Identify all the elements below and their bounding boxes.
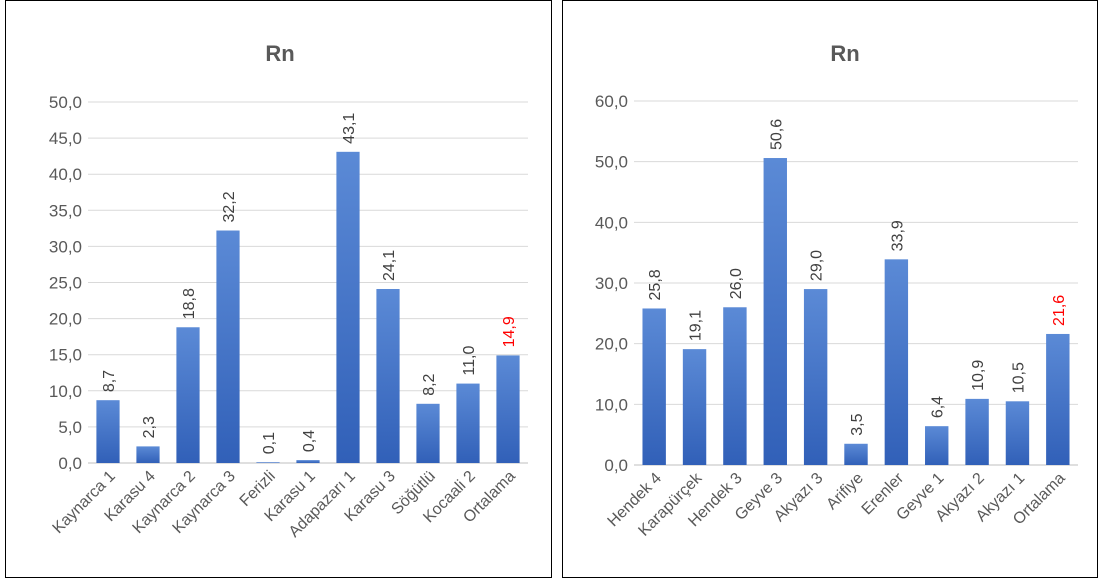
data-label: 0,1: [261, 432, 278, 454]
bar: [965, 398, 989, 465]
data-label: 8,7: [101, 370, 118, 392]
data-label: 3,5: [849, 413, 866, 435]
bar: [723, 307, 747, 465]
bar: [803, 289, 828, 465]
bar: [1046, 333, 1070, 465]
data-label: 29,0: [809, 250, 826, 281]
chart-left-svg: Rn 0,0 5,0 10,0 15,0 20,0 25,0 30,0 35,0 40,0 45,…: [49, 41, 528, 541]
bar: [176, 327, 200, 463]
bar: [296, 460, 320, 463]
data-label: 21,6: [1051, 295, 1068, 326]
bar: [642, 308, 666, 465]
y-tick-label: 0,0: [604, 456, 628, 475]
data-label: 33,9: [889, 220, 906, 251]
y-tick-label: 10,0: [49, 382, 82, 401]
y-tick-label: 60,0: [595, 92, 628, 111]
chart-title: Rn: [830, 41, 859, 66]
data-label: 19,1: [688, 310, 705, 341]
bar: [376, 288, 400, 463]
data-label: 8,2: [421, 373, 438, 395]
data-label: 0,4: [301, 430, 318, 452]
y-tick-label: 40,0: [595, 213, 628, 232]
chart-right-svg: Rn 0,010,020,030,040,050,060,025,8Hendek…: [595, 41, 1078, 540]
bar: [96, 400, 120, 463]
bar: [925, 426, 949, 465]
bar: [336, 151, 360, 463]
y-tick-label: 35,0: [49, 201, 82, 220]
data-label: 10,9: [970, 360, 987, 391]
y-tick-label: 20,0: [595, 335, 628, 354]
data-label: 43,1: [341, 113, 358, 144]
chart-title: Rn: [265, 41, 294, 66]
y-tick-label: 40,0: [49, 165, 82, 184]
bar: [496, 355, 520, 463]
y-tick-label: 50,0: [595, 153, 628, 172]
bar: [136, 446, 160, 463]
bar: [844, 443, 868, 465]
bar: [884, 259, 909, 465]
bar: [763, 158, 787, 465]
data-label: 50,6: [768, 119, 785, 150]
y-tick-label: 30,0: [595, 274, 628, 293]
bar: [416, 403, 440, 463]
bar: [682, 349, 707, 465]
data-label: 18,8: [181, 288, 198, 319]
data-label: 14,9: [501, 316, 518, 347]
y-tick-label: 15,0: [49, 346, 82, 365]
data-label: 11,0: [461, 346, 478, 376]
data-label: 24,1: [381, 250, 398, 281]
y-tick-label: 5,0: [58, 418, 82, 437]
chart-panel-right: Rn 0,0 10,0 20,0 30,0 40,0 50,0 60,0 25,8 Hendek…: [562, 0, 1098, 578]
data-label: 32,2: [221, 191, 238, 222]
data-label: 25,8: [647, 269, 664, 300]
data-label: 2,3: [141, 416, 158, 438]
y-tick-label: 20,0: [49, 310, 82, 329]
x-tick-label: Kaynarca 1: [50, 468, 119, 537]
bar: [256, 462, 280, 463]
y-tick-label: 45,0: [49, 129, 82, 148]
y-tick-label: 30,0: [49, 237, 82, 256]
y-tick-label: 50,0: [49, 93, 82, 112]
data-label: 26,0: [728, 268, 745, 299]
bar: [1005, 401, 1030, 465]
data-label: 6,4: [930, 396, 947, 418]
y-tick-label: 0,0: [58, 454, 82, 473]
bar: [216, 230, 240, 463]
y-tick-label: 10,0: [595, 395, 628, 414]
bar: [456, 383, 480, 463]
y-tick-label: 25,0: [49, 274, 82, 293]
chart-panel-left: Rn 0,0 5,0 10,0 15,0 20,0 25,0 30,0 35,0 40,0 45,…: [5, 0, 552, 578]
data-label: 10,5: [1010, 362, 1027, 393]
